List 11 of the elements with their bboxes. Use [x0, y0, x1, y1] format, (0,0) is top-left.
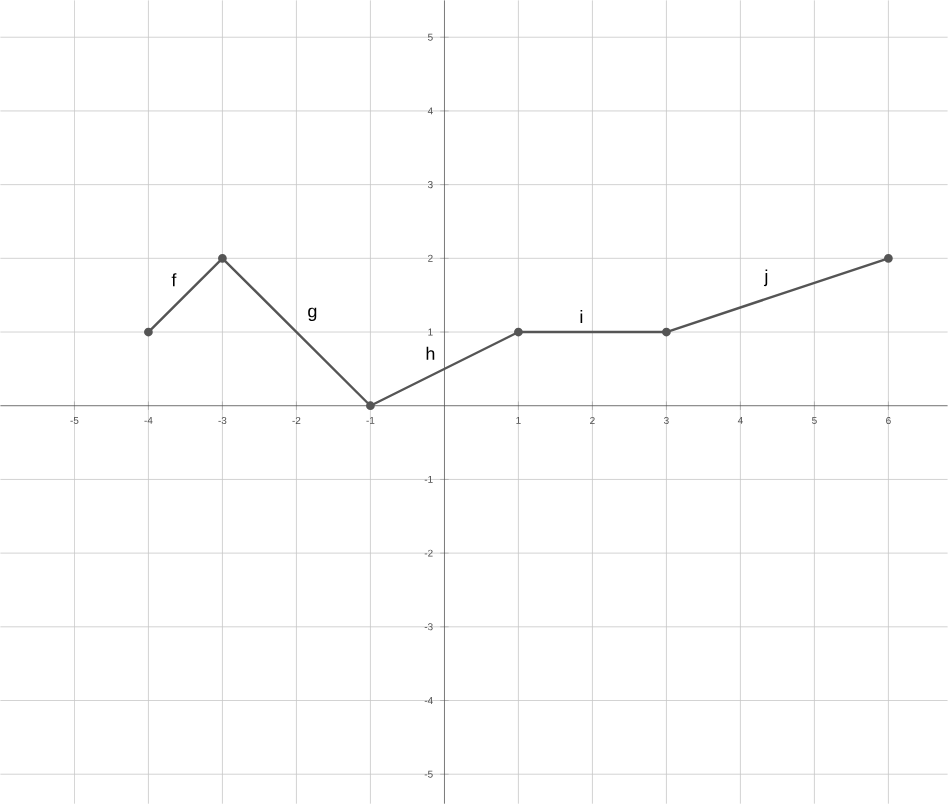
annotation: i — [580, 309, 583, 323]
point — [218, 253, 227, 263]
point — [514, 327, 523, 337]
point — [366, 401, 375, 411]
annotation: g — [308, 307, 317, 321]
annotation: f — [171, 273, 177, 287]
point — [884, 253, 893, 263]
point — [144, 327, 153, 337]
annotation: h — [426, 346, 435, 360]
point — [662, 327, 671, 337]
annotation: j — [763, 269, 768, 287]
